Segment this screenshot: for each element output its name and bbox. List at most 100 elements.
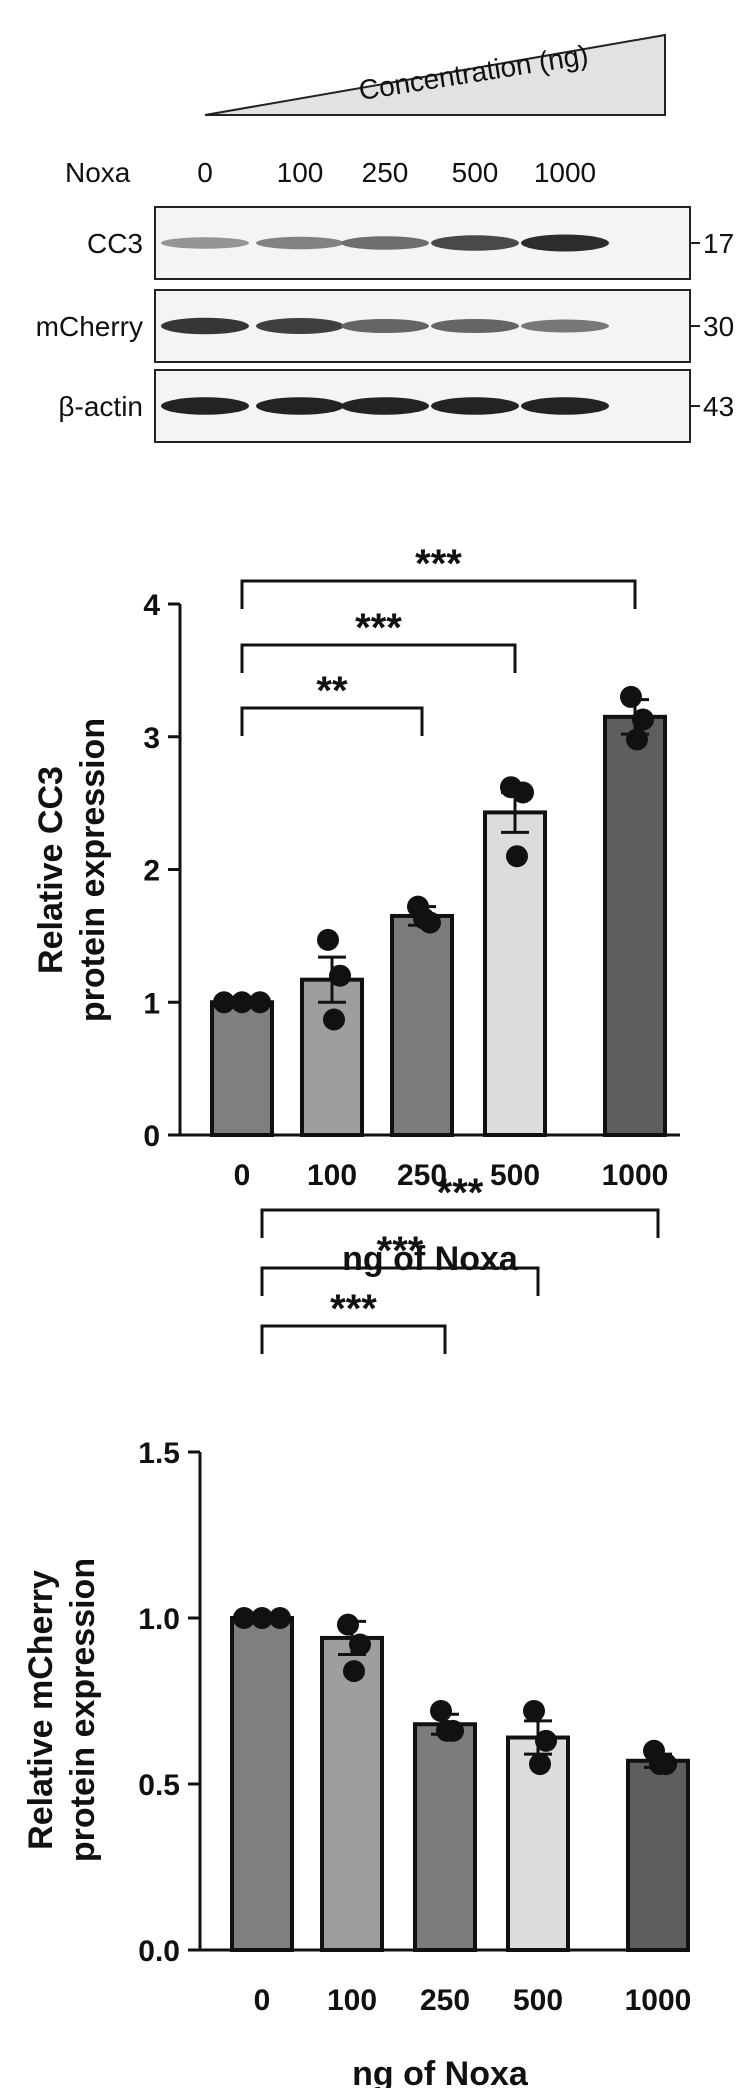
lane-label-250: 250 — [362, 157, 409, 188]
data-point — [323, 1008, 345, 1031]
data-point — [269, 1607, 291, 1629]
blot-label: β-actin — [58, 391, 143, 422]
y-axis-title-line: Relative CC3 — [32, 766, 70, 974]
mw-label: 17 — [703, 228, 734, 259]
y-axis-title: Relative mCherry protein expression — [22, 1558, 102, 1862]
blot-band — [161, 397, 249, 415]
significance-bracket — [240, 643, 517, 673]
data-point — [249, 991, 271, 1014]
data-point — [213, 991, 235, 1014]
x-tick-label-100: 100 — [327, 1984, 377, 2017]
bar-250 — [390, 913, 454, 1138]
blot-band — [161, 317, 249, 335]
y-axis-title: Relative CC3 protein expression — [32, 718, 112, 1022]
data-point — [337, 1613, 359, 1636]
x-tick-label-250: 250 — [420, 1984, 470, 2017]
data-point — [317, 928, 339, 951]
blot-band — [431, 397, 519, 415]
significance-label: ** — [316, 669, 348, 713]
data-point — [649, 1753, 671, 1776]
blot-band — [161, 237, 249, 249]
x-tick-label-500: 500 — [513, 1984, 563, 2017]
data-point — [506, 845, 528, 868]
concentration-gradient-triangle — [204, 33, 666, 116]
mw-label: 30 — [703, 311, 734, 342]
data-point — [233, 1607, 255, 1629]
data-point — [436, 1719, 458, 1742]
mw-label: 43 — [703, 391, 734, 422]
significance-bracket — [240, 706, 424, 736]
significance-label: *** — [377, 1229, 424, 1273]
lane-row-label: Noxa — [65, 157, 131, 188]
bar-chart-2: 0.00.51.01.50 100 250 500 1000*********Relat… — [22, 1171, 691, 2088]
data-point — [512, 781, 534, 804]
y-axis-title-line: Relative mCherry — [22, 1570, 60, 1850]
y-axis-title-line: protein expression — [74, 718, 112, 1022]
blot-band — [256, 236, 344, 250]
blot-band — [341, 236, 429, 250]
y-tick-label: 1 — [143, 987, 160, 1020]
y-tick-label: 1.5 — [138, 1437, 180, 1470]
data-point — [329, 964, 351, 987]
significance-bracket — [240, 579, 637, 609]
significance-label: *** — [330, 1287, 377, 1331]
x-tick-label-100: 100 — [307, 1159, 357, 1192]
bar-0 — [210, 1000, 274, 1137]
significance-bracket — [260, 1324, 447, 1354]
significance-label: *** — [355, 606, 402, 650]
bar-100 — [300, 977, 364, 1137]
x-tick-label-500: 500 — [490, 1159, 540, 1192]
blot-band — [521, 397, 609, 415]
x-tick-label-0: 0 — [254, 1984, 271, 2017]
blot-band — [256, 397, 344, 415]
data-point — [523, 1699, 545, 1722]
lane-label-500: 500 — [452, 157, 499, 188]
significance-bracket — [260, 1208, 660, 1238]
bar-0 — [230, 1616, 294, 1952]
y-tick-label: 3 — [143, 722, 160, 755]
significance-label: *** — [415, 542, 462, 586]
y-tick-label: 0.5 — [138, 1769, 180, 1802]
lane-label-1000: 1000 — [534, 157, 596, 188]
y-tick-label: 0 — [143, 1120, 160, 1153]
data-point — [626, 728, 648, 751]
bar-100 — [320, 1635, 384, 1953]
data-point — [529, 1753, 551, 1776]
significance-label: *** — [437, 1171, 484, 1215]
blot-β-actin: β-actin 43 — [58, 369, 734, 443]
data-point — [349, 1633, 371, 1656]
lane-label-0: 0 — [197, 157, 213, 188]
data-point — [251, 1607, 273, 1629]
lane-label-100: 100 — [277, 157, 324, 188]
y-tick-label: 0.0 — [138, 1935, 180, 1968]
x-axis-title: ng of Noxa — [342, 1240, 519, 1278]
blot-band — [341, 319, 429, 333]
blot-band — [256, 318, 344, 334]
x-tick-label-1000: 1000 — [602, 1159, 669, 1192]
blot-band — [431, 319, 519, 333]
y-axis-title-line: protein expression — [64, 1558, 102, 1862]
data-point — [535, 1729, 557, 1752]
blot-CC3: CC3 17 — [87, 206, 734, 280]
blot-mCherry: mCherry 30 — [36, 289, 734, 363]
significance-bracket — [260, 1266, 540, 1296]
bar-250 — [413, 1722, 477, 1952]
bar-1000 — [603, 714, 667, 1138]
y-tick-label: 2 — [143, 855, 160, 888]
data-point — [343, 1660, 365, 1683]
x-tick-label-0: 0 — [234, 1159, 251, 1192]
data-point — [413, 907, 435, 930]
blot-band — [341, 397, 429, 415]
data-point — [620, 685, 642, 708]
blot-band — [521, 234, 609, 252]
x-axis-title: ng of Noxa — [352, 2055, 529, 2088]
y-tick-label: 1.0 — [138, 1603, 180, 1636]
x-tick-label-250: 250 — [397, 1159, 447, 1192]
bar-1000 — [626, 1758, 690, 1953]
data-point — [231, 991, 253, 1014]
data-point — [632, 708, 654, 731]
y-tick-label: 4 — [143, 589, 160, 622]
